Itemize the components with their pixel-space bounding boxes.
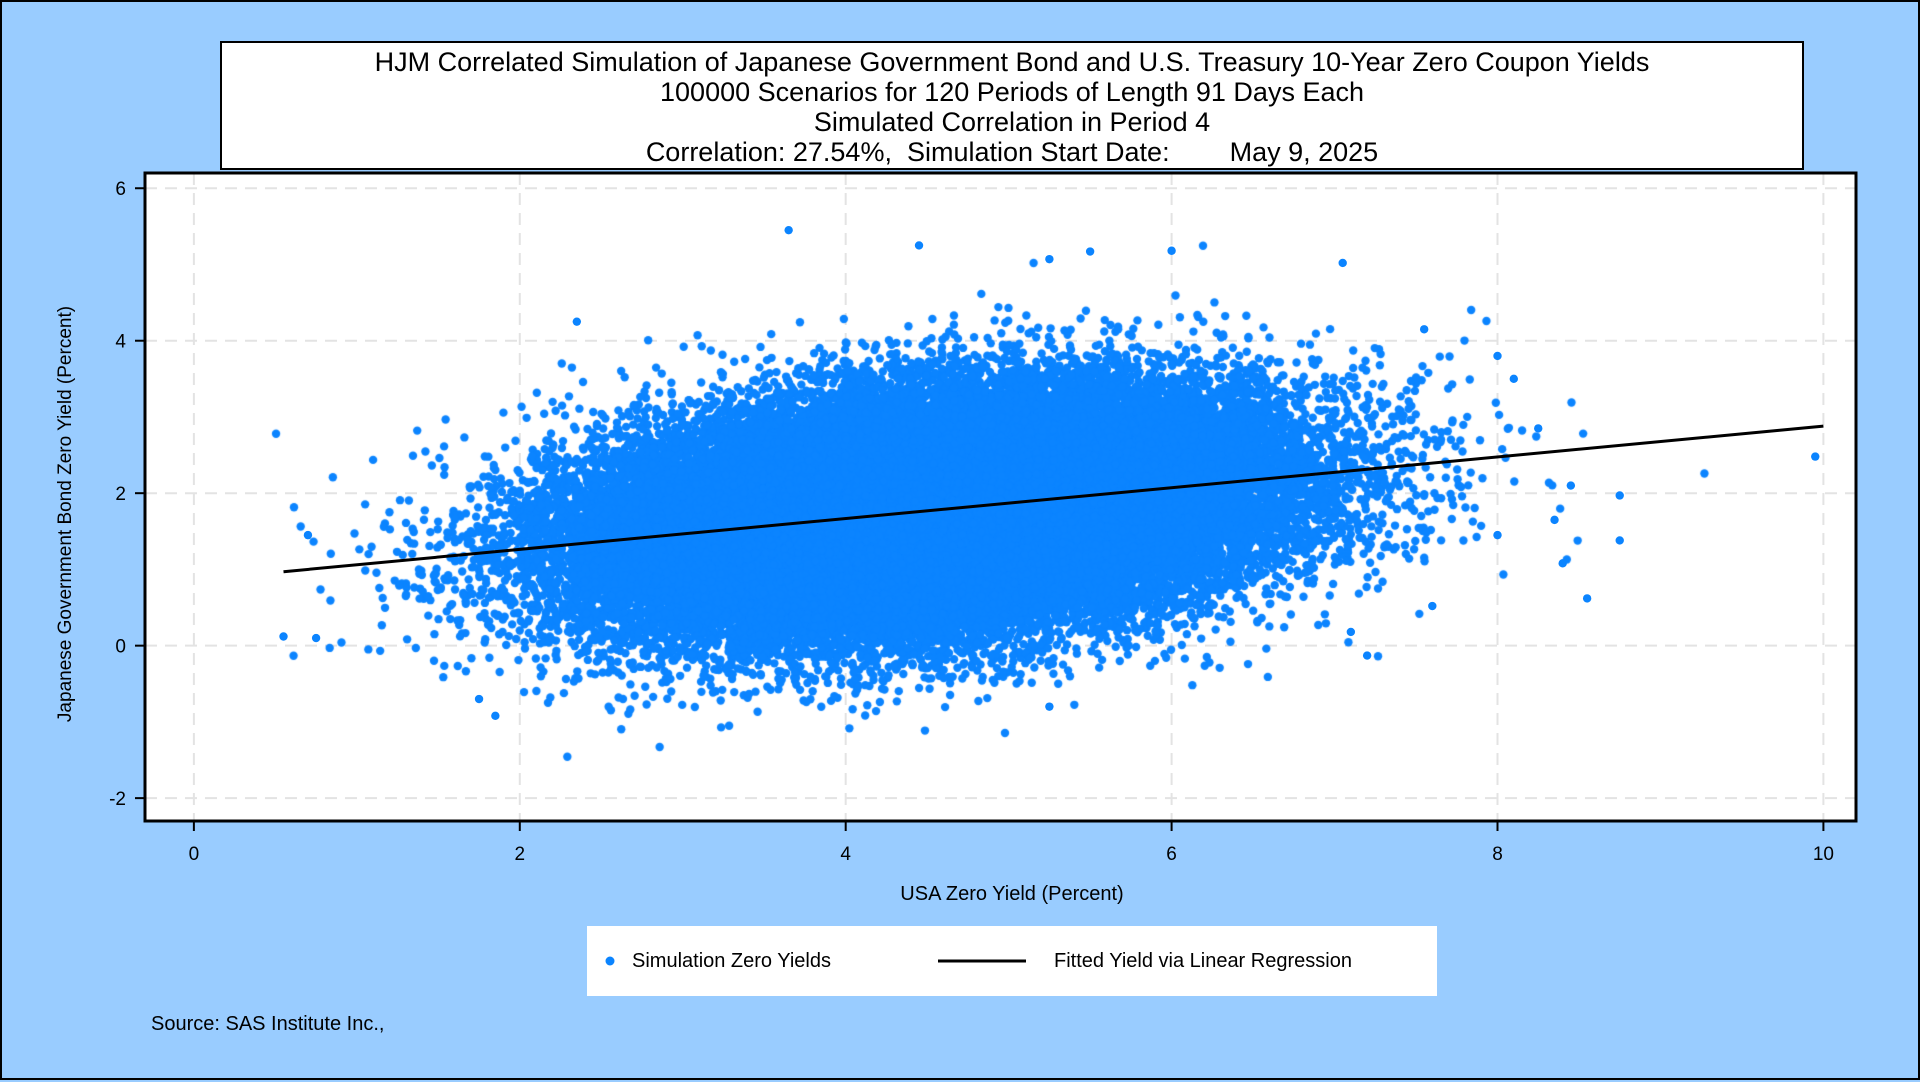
- legend-line-icon: [938, 959, 1026, 963]
- scatter-point: [1045, 702, 1054, 711]
- legend-label-line: Fitted Yield via Linear Regression: [1054, 949, 1352, 972]
- chart-title-line-3: Simulated Correlation in Period 4: [813, 107, 1211, 137]
- legend-dot-icon: [605, 956, 615, 966]
- scatter-point: [1582, 594, 1592, 603]
- scatter-point: [491, 711, 500, 720]
- scatter-point: [1338, 258, 1347, 268]
- scatter-point: [279, 632, 288, 641]
- scatter-point: [1085, 247, 1095, 256]
- scatter-point: [1362, 651, 1372, 660]
- scatter-point: [1045, 254, 1054, 264]
- scatter-point: [1428, 601, 1437, 611]
- x-tick-label: 2: [515, 844, 526, 865]
- scatter-point: [1615, 536, 1624, 545]
- chart-title-line-1: HJM Correlated Simulation of Japanese Go…: [374, 47, 1650, 77]
- y-axis-ticks: -2 0 2 4 6: [109, 179, 145, 810]
- x-axis-label: USA Zero Yield (Percent): [900, 883, 1123, 905]
- legend-item-scatter: Simulation Zero Yields: [601, 948, 831, 974]
- y-tick-label: 4: [115, 332, 126, 353]
- chart-title-line-4: Correlation: 27.54%, Simulation Start Da…: [645, 137, 1379, 167]
- scatter-point: [1419, 325, 1429, 334]
- scatter-point: [1534, 424, 1543, 433]
- chart-title-box: HJM Correlated Simulation of Japanese Go…: [220, 41, 1804, 170]
- legend-item-line: Fitted Yield via Linear Regression: [936, 948, 1352, 974]
- x-tick-label: 0: [189, 844, 200, 865]
- scatter-point: [1493, 530, 1502, 540]
- x-tick-label: 6: [1166, 844, 1177, 865]
- y-axis-label: Japanese Government Bond Zero Yield (Per…: [55, 306, 76, 722]
- x-tick-label: 10: [1813, 844, 1834, 865]
- scatter-point: [1509, 374, 1519, 384]
- regression-line: [283, 424, 1824, 574]
- scatter-point: [784, 225, 793, 235]
- scatter-point: [303, 530, 313, 540]
- scatter-point: [1493, 351, 1502, 361]
- scatter-outliers: [279, 225, 1820, 720]
- chart-title-line-2: 100000 Scenarios for 120 Periods of Leng…: [660, 77, 1364, 107]
- y-tick-label: 0: [115, 637, 126, 658]
- scatter-point: [1558, 559, 1567, 568]
- scatter-point: [1566, 481, 1576, 490]
- scatter-point: [474, 694, 484, 704]
- x-axis-ticks: 0 2 4 6 8 10: [189, 821, 1834, 865]
- legend-label-scatter: Simulation Zero Yields: [632, 949, 831, 972]
- chart-legend: Simulation Zero Yields Fitted Yield via …: [587, 926, 1437, 996]
- scatter-point: [1167, 246, 1176, 255]
- scatter-point: [1615, 491, 1624, 500]
- scatter-points: [145, 173, 1856, 821]
- y-tick-label: 2: [115, 484, 126, 505]
- y-tick-label: -2: [109, 789, 126, 810]
- scatter-points-layer: [145, 173, 1856, 821]
- scatter-point: [1550, 515, 1559, 525]
- y-tick-label: 6: [115, 179, 126, 200]
- x-tick-label: 8: [1492, 844, 1503, 865]
- scatter-point: [572, 317, 582, 326]
- scatter-point: [1811, 452, 1820, 461]
- scatter-point: [914, 241, 924, 250]
- plot-frame: [143, 171, 1858, 823]
- source-note: Source: SAS Institute Inc.,: [151, 1013, 385, 1035]
- x-tick-label: 4: [840, 844, 851, 865]
- scatter-point: [1346, 627, 1356, 637]
- scatter-point: [311, 633, 321, 643]
